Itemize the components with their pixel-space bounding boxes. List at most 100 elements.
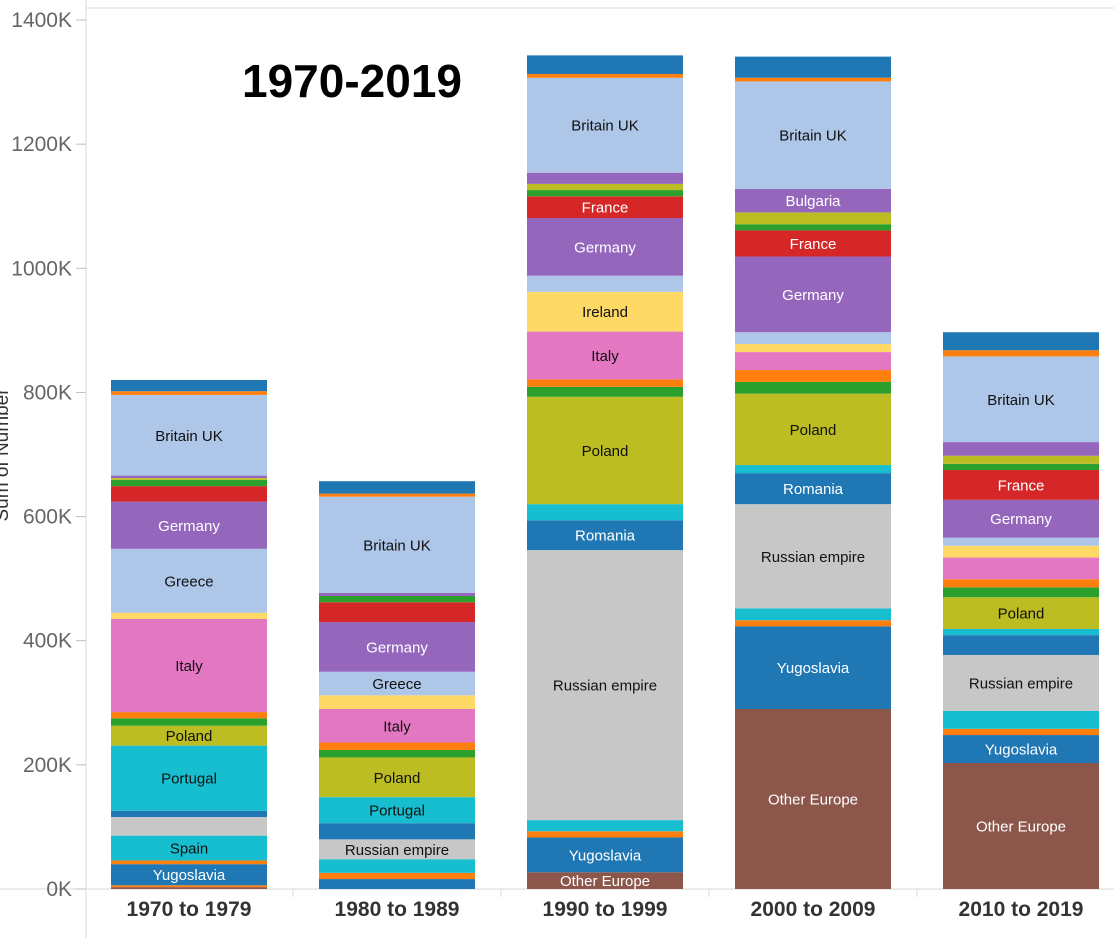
bar-segment-green[interactable] bbox=[943, 463, 1099, 471]
bar-segment-portugal[interactable] bbox=[111, 745, 267, 811]
bar-segment-poland[interactable] bbox=[319, 757, 475, 798]
bar-segment-cyan[interactable] bbox=[943, 628, 1099, 636]
bar-segment-france[interactable] bbox=[527, 196, 683, 219]
bar-segment-russian-empire[interactable] bbox=[319, 839, 475, 860]
bar-segment-orange[interactable] bbox=[735, 620, 891, 627]
bar-segment-poland[interactable] bbox=[943, 597, 1099, 629]
bar-segment-other-europe[interactable] bbox=[111, 887, 267, 889]
bar-segment-purple[interactable] bbox=[943, 442, 1099, 456]
bar-segment-yellow[interactable] bbox=[735, 344, 891, 353]
bar-segment-cyan[interactable] bbox=[527, 504, 683, 521]
bar-segment-orange[interactable] bbox=[527, 379, 683, 387]
bar-segment-purple[interactable] bbox=[527, 172, 683, 184]
bar-segment-green[interactable] bbox=[527, 386, 683, 397]
bar-segment-russian-empire[interactable] bbox=[943, 654, 1099, 711]
bar-segment-cyan[interactable] bbox=[943, 710, 1099, 729]
bar-segment-france[interactable] bbox=[943, 470, 1099, 500]
bar-segment-orange[interactable] bbox=[735, 77, 891, 82]
bar-segment-orange[interactable] bbox=[943, 579, 1099, 588]
bar-segment-italy[interactable] bbox=[319, 708, 475, 743]
bar-segment-lightblue[interactable] bbox=[527, 275, 683, 292]
bar-segment-other-europe[interactable] bbox=[527, 872, 683, 889]
bar-segment-cyan[interactable] bbox=[735, 608, 891, 621]
bar-segment-britain-uk[interactable] bbox=[527, 77, 683, 173]
bar-segment-other-europe[interactable] bbox=[735, 708, 891, 889]
bar-segment-orange[interactable] bbox=[111, 712, 267, 719]
bar-segment-blue[interactable] bbox=[319, 879, 475, 889]
bar-segment-germany[interactable] bbox=[943, 499, 1099, 538]
bar-segment-green[interactable] bbox=[319, 749, 475, 758]
bar-segment-orange[interactable] bbox=[735, 370, 891, 382]
bar-segment-purple[interactable] bbox=[111, 475, 267, 479]
bar-segment-britain-uk[interactable] bbox=[319, 496, 475, 593]
bar-segment-germany[interactable] bbox=[111, 501, 267, 549]
bar-segment-yellow[interactable] bbox=[943, 545, 1099, 558]
bar-segment-orange[interactable] bbox=[943, 728, 1099, 736]
bar-segment-cyan[interactable] bbox=[735, 465, 891, 474]
bar-segment-orange[interactable] bbox=[111, 860, 267, 865]
bar-segment-germany[interactable] bbox=[527, 218, 683, 276]
bar-segment-italy[interactable] bbox=[527, 331, 683, 380]
bar-segment-poland[interactable] bbox=[735, 393, 891, 466]
bar-segment-france[interactable] bbox=[111, 486, 267, 502]
bar-segment-france[interactable] bbox=[735, 230, 891, 257]
bar-segment-green[interactable] bbox=[735, 381, 891, 394]
bar-segment-poland[interactable] bbox=[527, 396, 683, 505]
bar-segment-greece[interactable] bbox=[111, 548, 267, 613]
bar-segment-france[interactable] bbox=[319, 602, 475, 623]
bar-segment-purple[interactable] bbox=[319, 592, 475, 597]
bar-segment-yellow[interactable] bbox=[319, 695, 475, 709]
bar-segment-italy[interactable] bbox=[735, 352, 891, 371]
bar-segment-blue[interactable] bbox=[943, 635, 1099, 655]
bar-segment-britain-uk[interactable] bbox=[111, 394, 267, 476]
bar-segment-poland[interactable] bbox=[111, 725, 267, 746]
bar-segment-yugoslavia[interactable] bbox=[111, 864, 267, 886]
bar-segment-green[interactable] bbox=[943, 587, 1099, 598]
bar-segment-ireland[interactable] bbox=[527, 291, 683, 332]
bar-segment-orange[interactable] bbox=[319, 872, 475, 880]
bar-segment-yugoslavia[interactable] bbox=[527, 837, 683, 873]
bar-segment-blue[interactable] bbox=[319, 481, 475, 494]
bar-segment-spain[interactable] bbox=[111, 835, 267, 861]
bar-segment-portugal[interactable] bbox=[319, 797, 475, 824]
bar-segment-blue[interactable] bbox=[527, 55, 683, 75]
bar-segment-green[interactable] bbox=[111, 718, 267, 726]
bar-segment-greece[interactable] bbox=[319, 671, 475, 696]
bar-segment-orange[interactable] bbox=[527, 831, 683, 838]
bar-segment-green[interactable] bbox=[111, 479, 267, 487]
bar-segment-russian-empire[interactable] bbox=[111, 816, 267, 836]
bar-segment-britain-uk[interactable] bbox=[735, 81, 891, 189]
bar-segment-italy[interactable] bbox=[943, 557, 1099, 580]
bar-segment-bulgaria[interactable] bbox=[735, 188, 891, 213]
bar-segment-cyan[interactable] bbox=[319, 859, 475, 873]
bar-segment-cyan[interactable] bbox=[527, 820, 683, 832]
bar-segment-russian-empire[interactable] bbox=[735, 504, 891, 609]
bar-segment-green[interactable] bbox=[735, 224, 891, 231]
bar-segment-russian-empire[interactable] bbox=[527, 550, 683, 821]
bar-segment-olive[interactable] bbox=[735, 212, 891, 225]
bar-segment-blue[interactable] bbox=[319, 823, 475, 840]
bar-segment-romania[interactable] bbox=[735, 473, 891, 505]
bar-segment-olive[interactable] bbox=[943, 455, 1099, 464]
bar-segment-orange[interactable] bbox=[527, 74, 683, 78]
bar-segment-other-europe[interactable] bbox=[943, 762, 1099, 889]
bar-segment-orange[interactable] bbox=[319, 742, 475, 750]
bar-segment-orange[interactable] bbox=[111, 391, 267, 395]
bar-segment-orange[interactable] bbox=[943, 350, 1099, 357]
bar-segment-romania[interactable] bbox=[527, 520, 683, 551]
bar-segment-blue[interactable] bbox=[943, 332, 1099, 351]
bar-segment-britain-uk[interactable] bbox=[943, 356, 1099, 443]
bar-segment-green[interactable] bbox=[527, 190, 683, 197]
bar-segment-olive[interactable] bbox=[111, 478, 267, 480]
bar-segment-orange[interactable] bbox=[319, 493, 475, 497]
bar-segment-italy[interactable] bbox=[111, 618, 267, 713]
bar-segment-yellow[interactable] bbox=[111, 612, 267, 619]
bar-segment-yugoslavia[interactable] bbox=[735, 626, 891, 709]
bar-segment-yugoslavia[interactable] bbox=[943, 735, 1099, 763]
bar-segment-olive[interactable] bbox=[527, 183, 683, 191]
bar-segment-blue[interactable] bbox=[111, 810, 267, 817]
bar-segment-germany[interactable] bbox=[319, 622, 475, 672]
bar-segment-green[interactable] bbox=[319, 596, 475, 603]
bar-segment-blue[interactable] bbox=[735, 56, 891, 78]
bar-segment-lightblue[interactable] bbox=[735, 332, 891, 345]
